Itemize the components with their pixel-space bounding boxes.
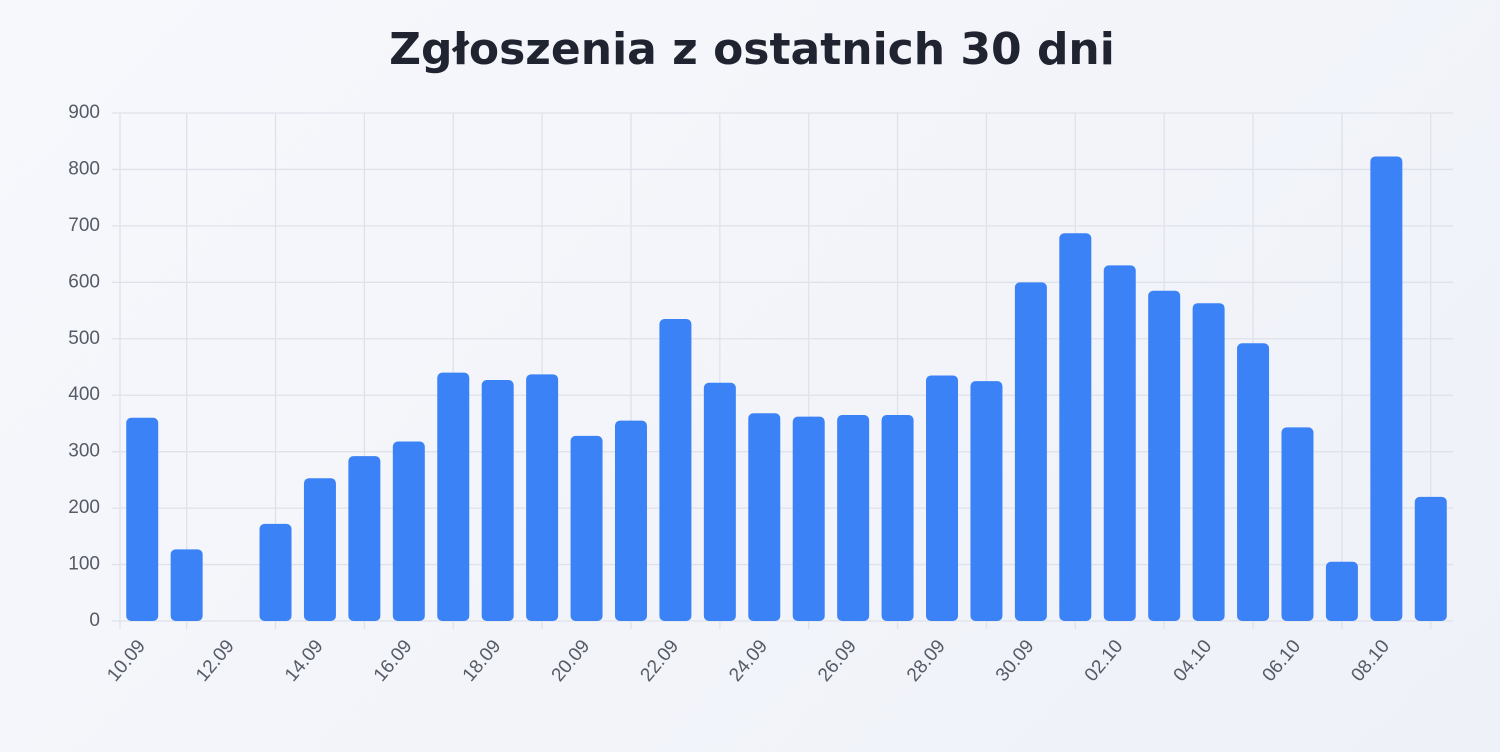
bar [1059, 233, 1092, 621]
bar [1103, 265, 1136, 621]
x-tick-label: 16.09 [370, 636, 417, 686]
chart-title: Zgłoszenia z ostatnich 30 dni [389, 24, 1115, 75]
bar [1148, 290, 1181, 621]
bar [1014, 282, 1047, 621]
bar [259, 523, 292, 621]
x-tick-label: 02.10 [1081, 636, 1128, 686]
x-tick-label: 26.09 [814, 636, 861, 686]
bar [659, 319, 692, 621]
y-tick-label: 900 [68, 102, 100, 123]
y-tick-label: 0 [89, 610, 100, 631]
bar [970, 381, 1003, 621]
bar [1325, 561, 1358, 621]
y-tick-label: 200 [68, 497, 100, 518]
bar [881, 414, 914, 621]
bar [570, 435, 603, 621]
x-tick-label: 22.09 [636, 636, 683, 686]
x-tick-label: 20.09 [548, 636, 595, 686]
y-tick-label: 100 [68, 554, 100, 575]
bar [348, 456, 381, 621]
bar [126, 417, 159, 621]
y-tick-label: 600 [68, 271, 100, 292]
bar [481, 379, 514, 621]
bar [1370, 156, 1403, 621]
bar [614, 420, 647, 621]
bar [703, 382, 736, 621]
x-tick-label: 12.09 [192, 636, 239, 686]
bar [392, 441, 425, 621]
x-tick-label: 18.09 [459, 636, 506, 686]
x-tick-label: 08.10 [1347, 636, 1394, 686]
bar [437, 372, 470, 621]
x-tick-label: 24.09 [725, 636, 772, 686]
y-tick-label: 300 [68, 441, 100, 462]
x-tick-label: 28.09 [903, 636, 950, 686]
bar [1281, 427, 1314, 621]
x-tick-label: 06.10 [1259, 636, 1306, 686]
x-tick-label: 04.10 [1170, 636, 1217, 686]
bar [1237, 343, 1270, 621]
x-tick-label: 30.09 [992, 636, 1039, 686]
bar [792, 416, 825, 621]
bar [926, 375, 959, 621]
bar [1414, 496, 1447, 621]
y-tick-label: 800 [68, 158, 100, 179]
bar [748, 413, 781, 621]
y-tick-label: 400 [68, 384, 100, 405]
bar [1192, 303, 1225, 621]
bar [303, 478, 336, 621]
y-tick-label: 500 [68, 328, 100, 349]
bar [837, 414, 870, 621]
bar [170, 549, 203, 621]
bar [526, 374, 559, 621]
x-tick-label: 14.09 [281, 636, 328, 686]
x-tick-label: 10.09 [103, 636, 150, 686]
y-tick-label: 700 [68, 215, 100, 236]
